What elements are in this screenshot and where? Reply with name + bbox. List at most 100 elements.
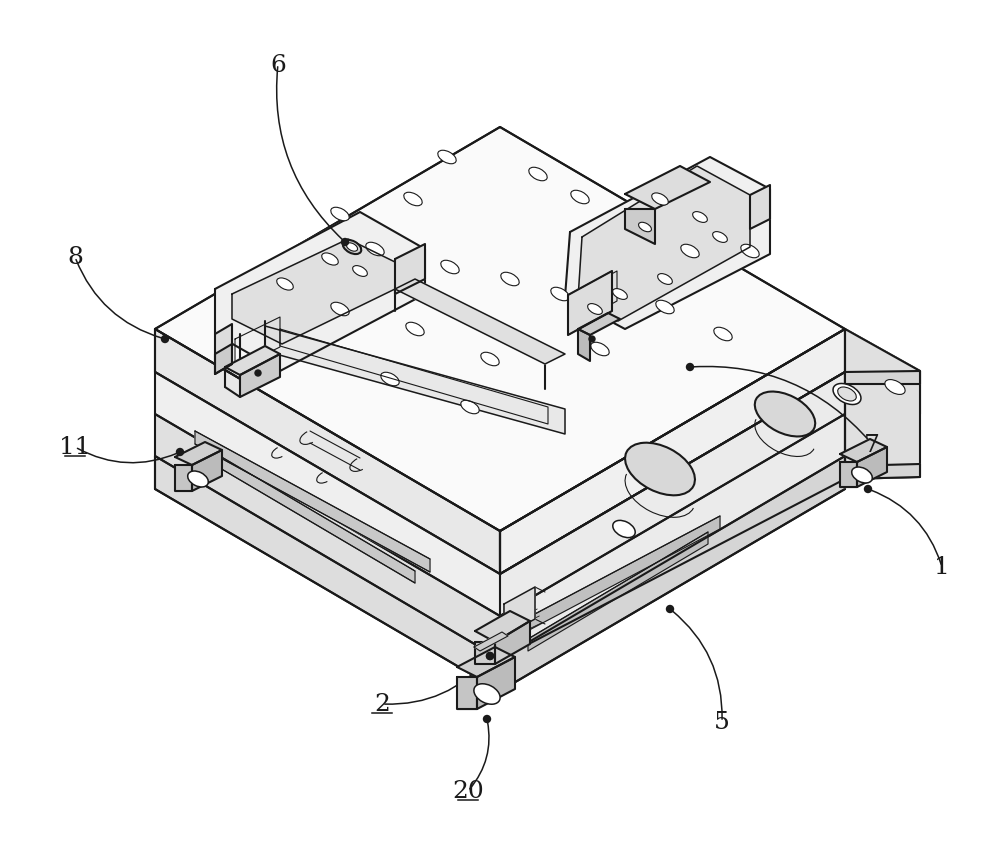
Ellipse shape bbox=[613, 521, 635, 538]
Polygon shape bbox=[500, 414, 845, 659]
Polygon shape bbox=[457, 647, 515, 677]
Ellipse shape bbox=[461, 401, 479, 414]
Circle shape bbox=[589, 337, 595, 343]
Ellipse shape bbox=[441, 261, 459, 274]
Ellipse shape bbox=[501, 273, 519, 286]
Circle shape bbox=[486, 652, 494, 660]
Ellipse shape bbox=[188, 472, 208, 488]
Polygon shape bbox=[265, 327, 565, 435]
Polygon shape bbox=[840, 463, 857, 488]
Circle shape bbox=[162, 336, 169, 344]
Polygon shape bbox=[625, 210, 655, 245]
Ellipse shape bbox=[681, 245, 699, 258]
Ellipse shape bbox=[838, 387, 856, 402]
Polygon shape bbox=[500, 457, 845, 691]
Polygon shape bbox=[845, 371, 920, 385]
Polygon shape bbox=[215, 325, 232, 375]
Ellipse shape bbox=[529, 168, 547, 181]
Polygon shape bbox=[155, 330, 500, 574]
Polygon shape bbox=[845, 330, 920, 479]
Ellipse shape bbox=[652, 193, 668, 206]
Polygon shape bbox=[175, 465, 192, 491]
Polygon shape bbox=[495, 621, 530, 664]
Polygon shape bbox=[578, 314, 620, 336]
Ellipse shape bbox=[322, 253, 338, 266]
Ellipse shape bbox=[658, 274, 672, 285]
Polygon shape bbox=[155, 414, 500, 659]
Text: 8: 8 bbox=[67, 246, 83, 269]
Ellipse shape bbox=[474, 684, 500, 705]
Circle shape bbox=[255, 371, 261, 376]
Ellipse shape bbox=[343, 241, 361, 255]
Ellipse shape bbox=[625, 443, 695, 495]
Ellipse shape bbox=[656, 301, 674, 314]
Ellipse shape bbox=[613, 289, 627, 300]
Polygon shape bbox=[477, 657, 515, 709]
Polygon shape bbox=[475, 642, 495, 664]
Ellipse shape bbox=[626, 215, 644, 229]
Polygon shape bbox=[565, 158, 770, 330]
Ellipse shape bbox=[551, 288, 569, 301]
Ellipse shape bbox=[588, 304, 602, 315]
Polygon shape bbox=[516, 517, 720, 637]
Polygon shape bbox=[500, 372, 845, 659]
Polygon shape bbox=[215, 344, 232, 375]
Ellipse shape bbox=[353, 266, 367, 277]
Ellipse shape bbox=[346, 244, 358, 252]
Polygon shape bbox=[155, 457, 500, 691]
Text: 11: 11 bbox=[59, 436, 91, 459]
Polygon shape bbox=[232, 240, 395, 344]
Polygon shape bbox=[578, 330, 590, 361]
Ellipse shape bbox=[714, 327, 732, 341]
Circle shape bbox=[864, 486, 871, 493]
Polygon shape bbox=[625, 167, 710, 210]
Polygon shape bbox=[225, 347, 280, 376]
Ellipse shape bbox=[755, 392, 815, 437]
Text: 2: 2 bbox=[374, 693, 390, 716]
Circle shape bbox=[484, 716, 490, 722]
Ellipse shape bbox=[404, 193, 422, 207]
Text: 20: 20 bbox=[452, 780, 484, 803]
Polygon shape bbox=[195, 431, 430, 572]
Circle shape bbox=[177, 449, 184, 456]
Polygon shape bbox=[857, 447, 887, 488]
Polygon shape bbox=[155, 127, 845, 532]
Polygon shape bbox=[568, 272, 612, 336]
Ellipse shape bbox=[438, 151, 456, 165]
Polygon shape bbox=[155, 372, 845, 616]
Text: 6: 6 bbox=[270, 53, 286, 77]
Ellipse shape bbox=[591, 343, 609, 356]
Polygon shape bbox=[395, 245, 425, 295]
Text: 1: 1 bbox=[934, 556, 950, 579]
Polygon shape bbox=[845, 464, 920, 479]
Polygon shape bbox=[192, 451, 222, 491]
Ellipse shape bbox=[693, 213, 707, 223]
Circle shape bbox=[686, 364, 694, 371]
Ellipse shape bbox=[571, 191, 589, 204]
Polygon shape bbox=[175, 442, 222, 465]
Ellipse shape bbox=[277, 279, 293, 290]
Ellipse shape bbox=[639, 223, 651, 232]
Polygon shape bbox=[504, 587, 535, 636]
Ellipse shape bbox=[833, 384, 861, 405]
Polygon shape bbox=[395, 279, 565, 365]
Ellipse shape bbox=[331, 303, 349, 316]
Circle shape bbox=[342, 239, 349, 246]
Ellipse shape bbox=[406, 323, 424, 337]
Polygon shape bbox=[475, 611, 530, 642]
Circle shape bbox=[666, 606, 674, 613]
Ellipse shape bbox=[741, 245, 759, 258]
Ellipse shape bbox=[885, 380, 905, 395]
Polygon shape bbox=[240, 354, 280, 398]
Polygon shape bbox=[578, 167, 750, 322]
Text: 5: 5 bbox=[714, 711, 730, 733]
Ellipse shape bbox=[381, 373, 399, 387]
Polygon shape bbox=[840, 440, 887, 463]
Polygon shape bbox=[528, 533, 708, 652]
Ellipse shape bbox=[713, 232, 727, 243]
Polygon shape bbox=[474, 632, 508, 652]
Polygon shape bbox=[215, 213, 425, 371]
Circle shape bbox=[486, 652, 494, 660]
Ellipse shape bbox=[481, 353, 499, 366]
Polygon shape bbox=[457, 677, 477, 709]
